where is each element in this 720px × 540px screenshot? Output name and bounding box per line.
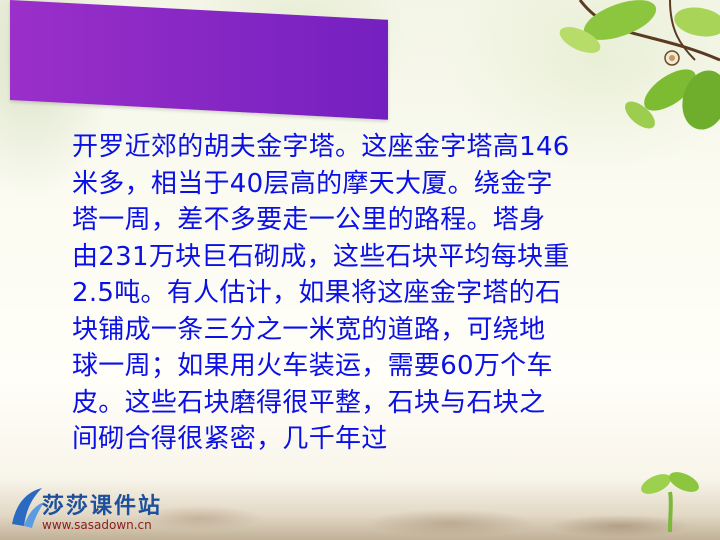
body-text: 开罗近郊的胡夫金字塔。这座金字塔高146 米多，相当于40层高的摩天大厦。绕金字… — [72, 132, 570, 454]
branch-leaves-decoration — [559, 0, 720, 130]
logo-mark-icon — [12, 488, 44, 528]
logo-title: 莎莎课件站 — [42, 494, 163, 519]
sprout-decoration — [641, 472, 699, 532]
purple-title-panel — [10, 0, 388, 120]
site-logo[interactable]: 莎莎课件站 www.sasadown.cn — [6, 482, 186, 538]
logo-url[interactable]: www.sasadown.cn — [42, 518, 152, 532]
ground-decoration — [0, 478, 720, 540]
